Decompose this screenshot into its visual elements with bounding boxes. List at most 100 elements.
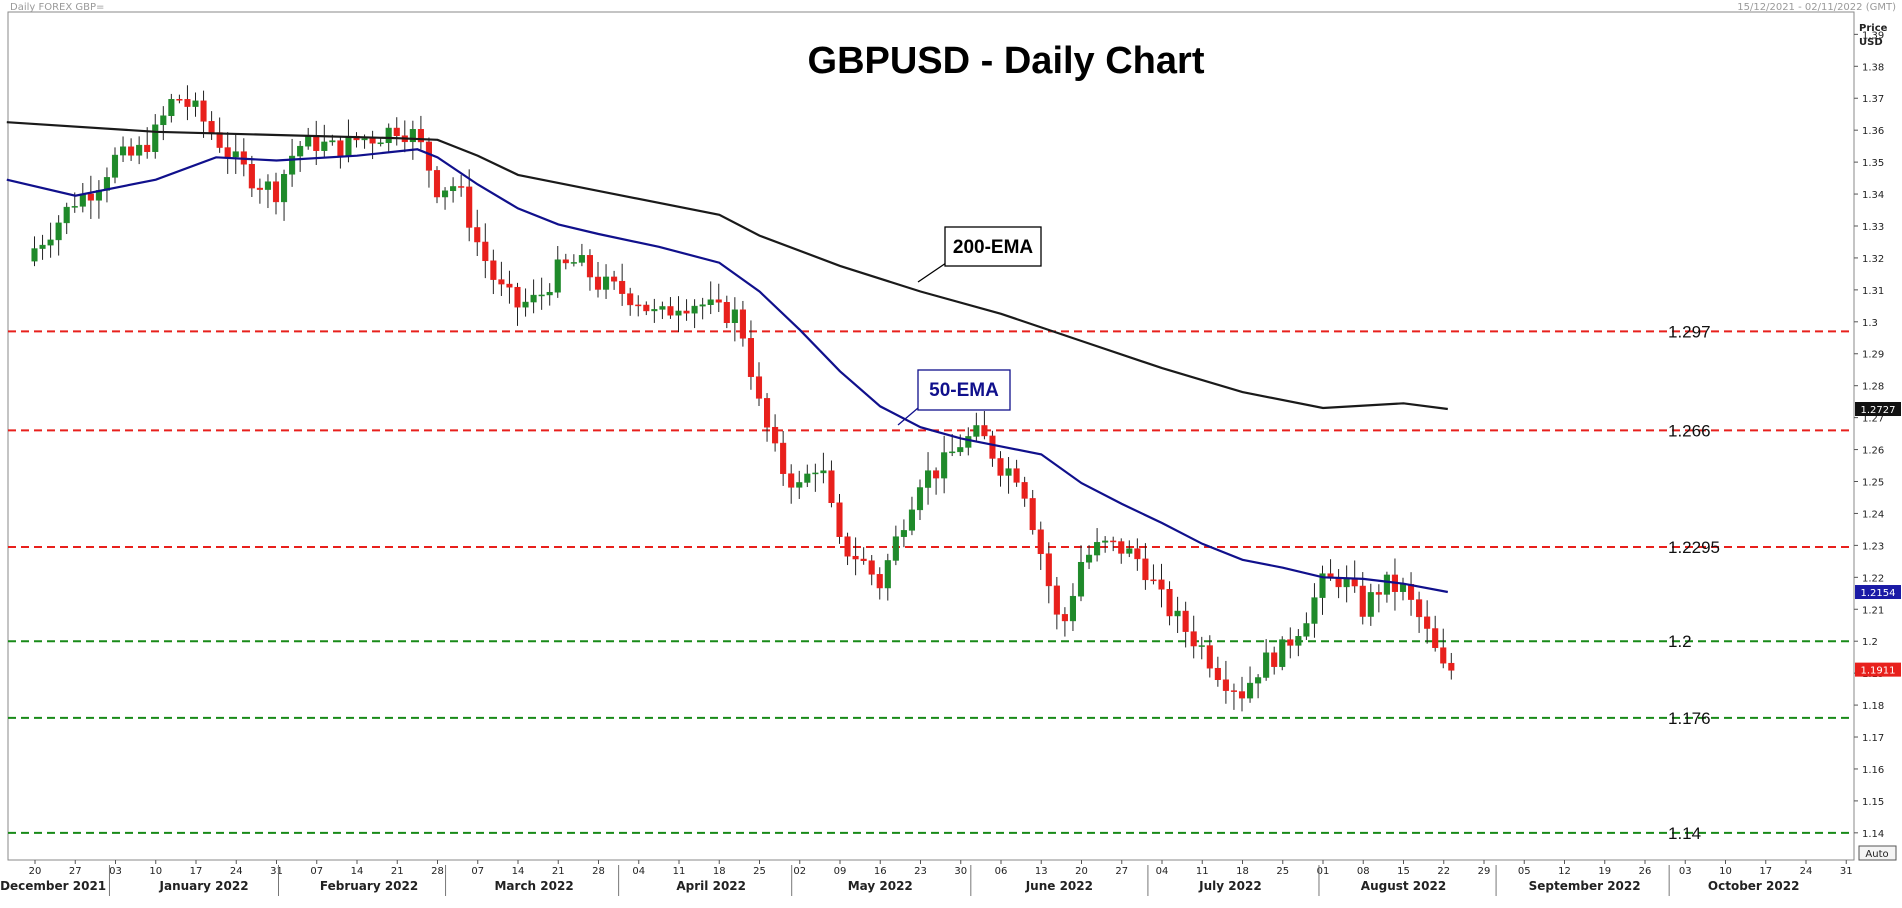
x-month-label: June 2022 [1025, 879, 1093, 893]
y-tick-label: 1.16 [1862, 765, 1884, 776]
candle-down [248, 155, 255, 197]
x-tick-label: 16 [874, 866, 887, 877]
candle-down [433, 166, 441, 204]
y-tick-label: 1.21 [1862, 605, 1884, 616]
candle-up [1279, 636, 1286, 671]
x-tick-label: 19 [1598, 866, 1611, 877]
candle-down [272, 172, 280, 215]
candle-body [1287, 639, 1294, 646]
candle-up [1255, 674, 1262, 699]
x-tick-label: 14 [351, 866, 364, 877]
candle-down [1359, 572, 1366, 625]
candle-body [337, 140, 344, 158]
candle-body [1053, 585, 1060, 615]
candle-up [973, 412, 980, 442]
x-tick-label: 17 [1759, 866, 1772, 877]
candle-body [643, 304, 650, 312]
candle-body [562, 259, 569, 264]
candle-body [216, 132, 223, 148]
y-tick-label: 1.27 [1862, 414, 1884, 425]
candle-up [1174, 596, 1181, 634]
candle-body [128, 146, 135, 156]
candle-up [675, 296, 682, 333]
x-tick-label: 24 [1800, 866, 1813, 877]
candle-down [490, 249, 497, 295]
candle-up [1094, 528, 1101, 562]
candle-up [546, 283, 553, 306]
x-tick-label: 26 [1639, 866, 1652, 877]
level-label: 1.176 [1668, 709, 1711, 728]
ema200-line [6, 121, 1448, 411]
ema50-annotation-label: 50-EMA [929, 380, 999, 401]
candle-body [176, 99, 183, 101]
candle-body [184, 99, 191, 107]
candle-body [1319, 573, 1326, 598]
candle-down [764, 393, 771, 442]
candle-up [916, 479, 924, 520]
candle-body [1045, 553, 1052, 587]
candle-body [683, 310, 690, 314]
price-axis: 1.141.151.161.171.181.191.21.211.221.231… [1854, 30, 1884, 840]
candle-body [1255, 677, 1262, 684]
candle-body [474, 227, 481, 243]
candle-body [554, 259, 561, 293]
auto-scale-button[interactable]: Auto [1865, 849, 1888, 860]
candle-down [635, 295, 642, 317]
candle-down [1061, 607, 1068, 637]
candle-down [1448, 652, 1455, 680]
candle-body [111, 154, 119, 178]
candle-body [514, 286, 521, 308]
candle-body [1238, 691, 1246, 699]
x-tick-label: 23 [914, 866, 927, 877]
y-tick-label: 1.33 [1862, 222, 1884, 233]
ema200-annotation-label: 200-EMA [953, 237, 1034, 258]
candle-up [1086, 545, 1093, 570]
plot-frame [7, 11, 1855, 861]
candle-up [297, 141, 304, 172]
candle-body [1214, 667, 1221, 680]
candle-down [1432, 615, 1439, 652]
chart-title: GBPUSD - Daily Chart [808, 40, 1205, 82]
candle-body [876, 574, 883, 589]
y-tick-label: 1.39 [1862, 30, 1884, 41]
candle-body [1037, 529, 1044, 554]
candle-body [1295, 636, 1302, 646]
candle-body [594, 276, 602, 290]
candle-body [1182, 610, 1189, 632]
candle-body [900, 530, 907, 537]
candle-body [1118, 541, 1125, 554]
candle-up [925, 452, 932, 505]
candle-down [844, 532, 851, 566]
candles [31, 85, 1455, 712]
candle-down [1053, 576, 1060, 630]
candle-body [152, 124, 159, 152]
candle-down [1118, 538, 1125, 564]
candle-down [393, 117, 400, 146]
x-month-label: May 2022 [848, 879, 913, 893]
y-tick-label: 1.31 [1862, 286, 1884, 297]
auto-scale-button-box[interactable] [1858, 845, 1897, 861]
x-tick-label: 07 [471, 866, 484, 877]
candle-body [546, 291, 553, 296]
candle-down [482, 223, 489, 279]
x-tick-label: 25 [1276, 866, 1289, 877]
x-tick-label: 21 [552, 866, 565, 877]
candle-body [530, 294, 537, 303]
candle-body [578, 255, 585, 263]
candle-down [1134, 538, 1141, 571]
y-tick-label: 1.15 [1862, 797, 1884, 808]
candle-body [1069, 595, 1077, 622]
candle-body [289, 155, 296, 175]
candle-body [957, 447, 964, 453]
candle-up [699, 297, 706, 320]
x-tick-label: 31 [270, 866, 283, 877]
candle-body [965, 436, 972, 448]
candle-down [256, 178, 263, 204]
candle-up [603, 264, 610, 299]
candle-up [1303, 612, 1310, 640]
x-tick-label: 20 [1075, 866, 1088, 877]
candle-up [884, 553, 891, 601]
x-tick-label: 08 [1357, 866, 1370, 877]
candle-up [651, 298, 658, 323]
x-tick-label: 24 [230, 866, 243, 877]
